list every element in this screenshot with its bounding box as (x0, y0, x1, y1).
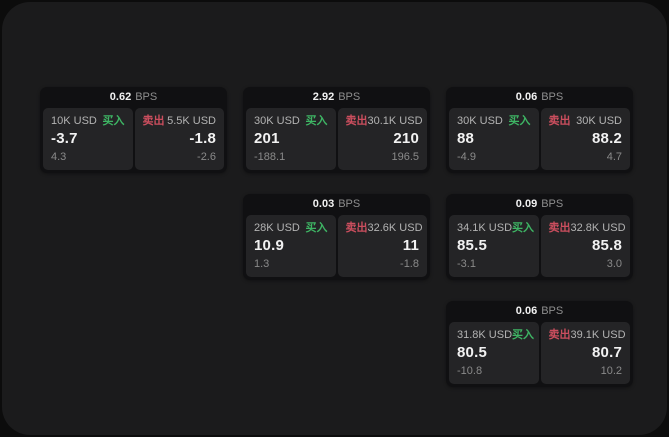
quote-body: 34.1K USD 买入 85.5 -3.1 卖出 32.8K USD 85.8… (449, 215, 630, 277)
buy-change: -188.1 (254, 151, 286, 163)
buy-price: 201 (254, 130, 280, 147)
bps-value: 0.06 (515, 91, 538, 103)
quote-card-4: 0.03 BPS 28K USD 买入 10.9 1.3 卖出 32.6K US… (243, 194, 430, 280)
quote-body: 10K USD 买入 -3.7 4.3 卖出 5.5K USD -1.8 -2.… (43, 108, 224, 170)
buy-change: -3.1 (457, 258, 476, 270)
sell-change: 10.2 (600, 365, 622, 377)
buy-tile[interactable]: 30K USD 买入 201 -188.1 (246, 108, 336, 170)
buy-tag: 买入 (305, 115, 328, 127)
sell-price: -1.8 (189, 130, 216, 147)
sell-tile[interactable]: 卖出 30.1K USD 210 196.5 (337, 108, 427, 170)
buy-tag: 买入 (305, 222, 328, 234)
quote-card-5: 0.09 BPS 34.1K USD 买入 85.5 -3.1 卖出 32.8K… (446, 194, 633, 280)
sell-tag: 卖出 (548, 222, 571, 234)
buy-price: 88 (457, 130, 475, 147)
buy-tag: 买入 (102, 115, 125, 127)
sell-tag: 卖出 (345, 115, 368, 127)
sell-tile[interactable]: 卖出 39.1K USD 80.7 10.2 (540, 322, 630, 384)
quote-grid: 0.62 BPS 10K USD 买入 -3.7 4.3 卖出 5.5K USD (40, 87, 633, 387)
sell-price: 11 (402, 237, 419, 254)
sell-tag: 卖出 (142, 115, 165, 127)
bps-unit-label: BPS (135, 91, 158, 103)
sell-tile[interactable]: 卖出 32.6K USD 11 -1.8 (337, 215, 427, 277)
bps-header: 0.62 BPS (43, 87, 224, 108)
sell-notional: 32.8K USD (570, 222, 626, 234)
sell-tile[interactable]: 卖出 32.8K USD 85.8 3.0 (540, 215, 630, 277)
buy-tile[interactable]: 31.8K USD 买入 80.5 -10.8 (449, 322, 539, 384)
buy-price: 80.5 (457, 344, 487, 361)
buy-change: -10.8 (457, 365, 483, 377)
bps-header: 0.03 BPS (246, 194, 427, 215)
buy-price: 85.5 (457, 237, 487, 254)
buy-price: 10.9 (254, 237, 284, 254)
quote-card-1: 0.62 BPS 10K USD 买入 -3.7 4.3 卖出 5.5K USD (40, 87, 227, 173)
quote-body: 30K USD 买入 88 -4.9 卖出 30K USD 88.2 4.7 (449, 108, 630, 170)
buy-tag: 买入 (512, 329, 535, 341)
sell-change: -1.8 (400, 258, 419, 270)
quote-body: 28K USD 买入 10.9 1.3 卖出 32.6K USD 11 -1.8 (246, 215, 427, 277)
buy-notional: 28K USD (254, 222, 300, 234)
buy-price: -3.7 (51, 130, 78, 147)
bps-header: 2.92 BPS (246, 87, 427, 108)
sell-price: 85.8 (592, 237, 622, 254)
sell-change: 3.0 (606, 258, 622, 270)
quote-body: 31.8K USD 买入 80.5 -10.8 卖出 39.1K USD 80.… (449, 322, 630, 384)
sell-tag: 卖出 (548, 115, 571, 127)
buy-tile[interactable]: 34.1K USD 买入 85.5 -3.1 (449, 215, 539, 277)
quote-card-2: 2.92 BPS 30K USD 买入 201 -188.1 卖出 30.1K … (243, 87, 430, 173)
buy-tile[interactable]: 28K USD 买入 10.9 1.3 (246, 215, 336, 277)
sell-tile[interactable]: 卖出 30K USD 88.2 4.7 (540, 108, 630, 170)
sell-change: 4.7 (606, 151, 622, 163)
buy-tag: 买入 (508, 115, 531, 127)
sell-notional: 32.6K USD (367, 222, 423, 234)
bps-unit-label: BPS (541, 91, 564, 103)
sell-notional: 30.1K USD (367, 115, 423, 127)
buy-change: 1.3 (254, 258, 270, 270)
sell-price: 210 (393, 130, 419, 147)
buy-notional: 31.8K USD (457, 329, 513, 341)
sell-price: 88.2 (592, 130, 622, 147)
buy-change: -4.9 (457, 151, 476, 163)
bps-value: 2.92 (312, 91, 335, 103)
buy-tile[interactable]: 10K USD 买入 -3.7 4.3 (43, 108, 133, 170)
buy-tile[interactable]: 30K USD 买入 88 -4.9 (449, 108, 539, 170)
bps-unit-label: BPS (541, 305, 564, 317)
bps-value: 0.03 (312, 198, 335, 210)
sell-price: 80.7 (592, 344, 622, 361)
bps-unit-label: BPS (338, 198, 361, 210)
bps-header: 0.06 BPS (449, 301, 630, 322)
quote-card-6: 0.06 BPS 31.8K USD 买入 80.5 -10.8 卖出 39.1… (446, 301, 633, 387)
sell-tile[interactable]: 卖出 5.5K USD -1.8 -2.6 (134, 108, 224, 170)
buy-change: 4.3 (51, 151, 67, 163)
buy-tag: 买入 (512, 222, 535, 234)
bps-header: 0.06 BPS (449, 87, 630, 108)
buy-notional: 10K USD (51, 115, 97, 127)
quote-card-3: 0.06 BPS 30K USD 买入 88 -4.9 卖出 30K USD (446, 87, 633, 173)
bps-header: 0.09 BPS (449, 194, 630, 215)
bps-unit-label: BPS (541, 198, 564, 210)
bps-value: 0.62 (109, 91, 132, 103)
buy-notional: 34.1K USD (457, 222, 513, 234)
sell-notional: 30K USD (576, 115, 622, 127)
sell-notional: 5.5K USD (167, 115, 216, 127)
buy-notional: 30K USD (457, 115, 503, 127)
buy-notional: 30K USD (254, 115, 300, 127)
quote-body: 30K USD 买入 201 -188.1 卖出 30.1K USD 210 1… (246, 108, 427, 170)
bps-unit-label: BPS (338, 91, 361, 103)
sell-tag: 卖出 (345, 222, 368, 234)
sell-notional: 39.1K USD (570, 329, 626, 341)
bps-value: 0.06 (515, 305, 538, 317)
sell-change: 196.5 (391, 151, 419, 163)
sell-tag: 卖出 (548, 329, 571, 341)
bps-value: 0.09 (515, 198, 538, 210)
sell-change: -2.6 (197, 151, 216, 163)
